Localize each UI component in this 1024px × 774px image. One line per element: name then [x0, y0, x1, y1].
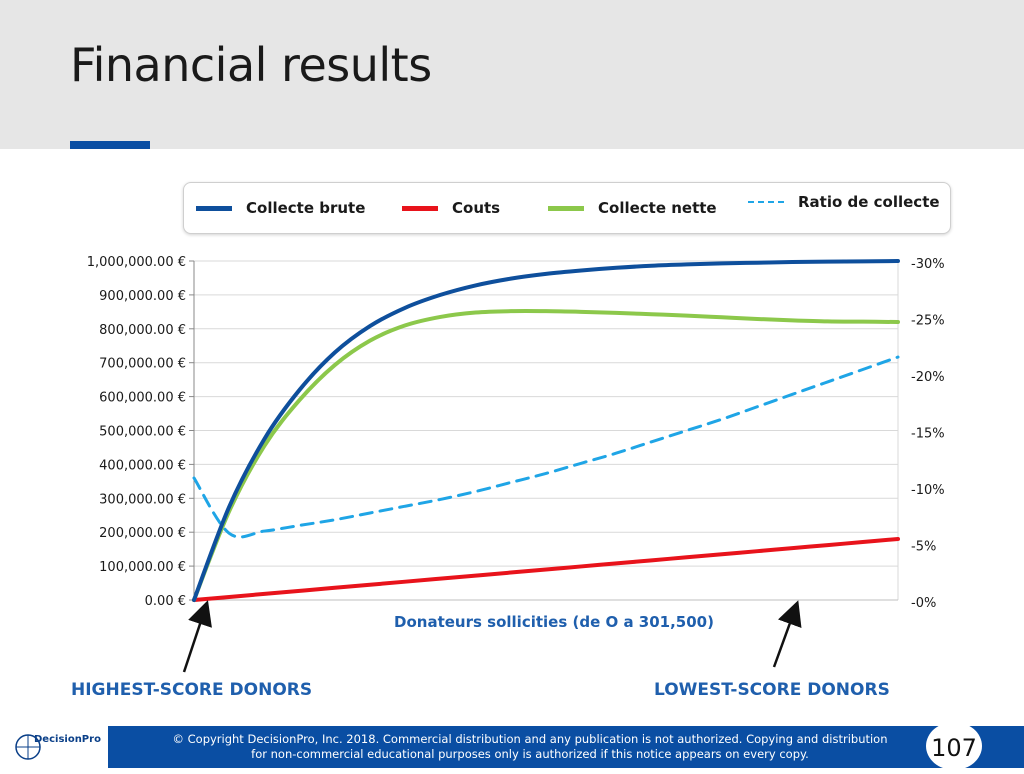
- highest-score-donors-label: HIGHEST-SCORE DONORS: [71, 680, 313, 700]
- y-left-tick-label: 900,000.00 €: [99, 289, 186, 304]
- y-right-tick-labels: -0% -5% -10% -15% -20% -25% -30%: [911, 257, 945, 611]
- footer: DecisionPro © Copyright DecisionPro, Inc…: [0, 726, 1024, 768]
- x-axis-label: Donateurs sollicities (de O a 301,500): [394, 613, 714, 631]
- y-right-tick-label: -0%: [911, 596, 936, 611]
- page-number: 107: [926, 722, 982, 770]
- footer-bar: [108, 726, 1024, 768]
- gridlines: [194, 260, 898, 567]
- legend-label-couts: Couts: [452, 199, 501, 217]
- legend-swatch-ratio: [748, 201, 784, 203]
- y-right-tick-label: -25%: [911, 314, 945, 329]
- series-lines: [192, 259, 900, 602]
- y-left-tick-label: 500,000.00 €: [99, 425, 186, 440]
- copyright-notice: © Copyright DecisionPro, Inc. 2018. Comm…: [150, 732, 910, 762]
- header-band: [0, 0, 1024, 149]
- y-left-tick-label: 700,000.00 €: [99, 357, 186, 372]
- copyright-line-1: © Copyright DecisionPro, Inc. 2018. Comm…: [172, 732, 888, 746]
- lowest-score-donors-label: LOWEST-SCORE DONORS: [654, 680, 890, 700]
- y-left-tick-label: 0.00 €: [145, 594, 186, 609]
- chart-area: 0.00 € 100,000.00 € 200,000.00 € 300,000.00…: [0, 240, 1024, 644]
- legend-label-collecte-brute: Collecte brute: [246, 199, 366, 217]
- series-line-collecte-nette: [192, 309, 900, 602]
- y-left-tick-label: 400,000.00 €: [99, 458, 186, 473]
- axes: [189, 260, 899, 601]
- y-right-tick-label: -30%: [911, 257, 945, 272]
- y-left-tick-label: 800,000.00 €: [99, 323, 186, 338]
- copyright-line-2: for non-commercial educational purposes …: [251, 747, 809, 761]
- legend-item-collecte-brute: Collecte brute: [196, 183, 365, 233]
- y-right-tick-label: -15%: [911, 427, 945, 442]
- legend-label-collecte-nette: Collecte nette: [598, 199, 717, 217]
- chart-legend: Collecte brute Couts Collecte nette Rati…: [183, 182, 951, 234]
- legend-swatch-couts: [402, 205, 438, 211]
- legend-swatch-collecte-nette: [548, 205, 584, 211]
- legend-item-couts: Couts: [402, 183, 500, 233]
- legend-item-collecte-nette: Collecte nette: [548, 183, 717, 233]
- y-left-tick-labels: 0.00 € 100,000.00 € 200,000.00 € 300,000.00…: [87, 255, 186, 609]
- y-left-tick-label: 600,000.00 €: [99, 391, 186, 406]
- series-line-couts: [192, 536, 900, 602]
- y-left-tick-label: 300,000.00 €: [99, 492, 186, 507]
- series-line-collecte-brute: [192, 259, 900, 602]
- y-left-tick-label: 200,000.00 €: [99, 526, 186, 541]
- legend-label-ratio: Ratio de collecte: [798, 193, 940, 211]
- line-chart: 0.00 € 100,000.00 € 200,000.00 € 300,000.00…: [87, 255, 945, 631]
- legend-item-ratio: Ratio de collecte: [748, 177, 940, 227]
- slide-title: Financial results: [70, 38, 432, 92]
- logo-text: DecisionPro: [34, 734, 101, 745]
- y-right-tick-label: -5%: [911, 540, 936, 555]
- y-left-tick-label: 1,000,000.00 €: [87, 255, 186, 270]
- title-accent-bar: [70, 141, 150, 149]
- y-right-tick-label: -10%: [911, 483, 945, 498]
- y-left-tick-label: 100,000.00 €: [99, 560, 186, 575]
- y-right-tick-label: -20%: [911, 370, 945, 385]
- legend-swatch-collecte-brute: [196, 205, 232, 211]
- series-line-ratio-de-collecte: [192, 355, 900, 539]
